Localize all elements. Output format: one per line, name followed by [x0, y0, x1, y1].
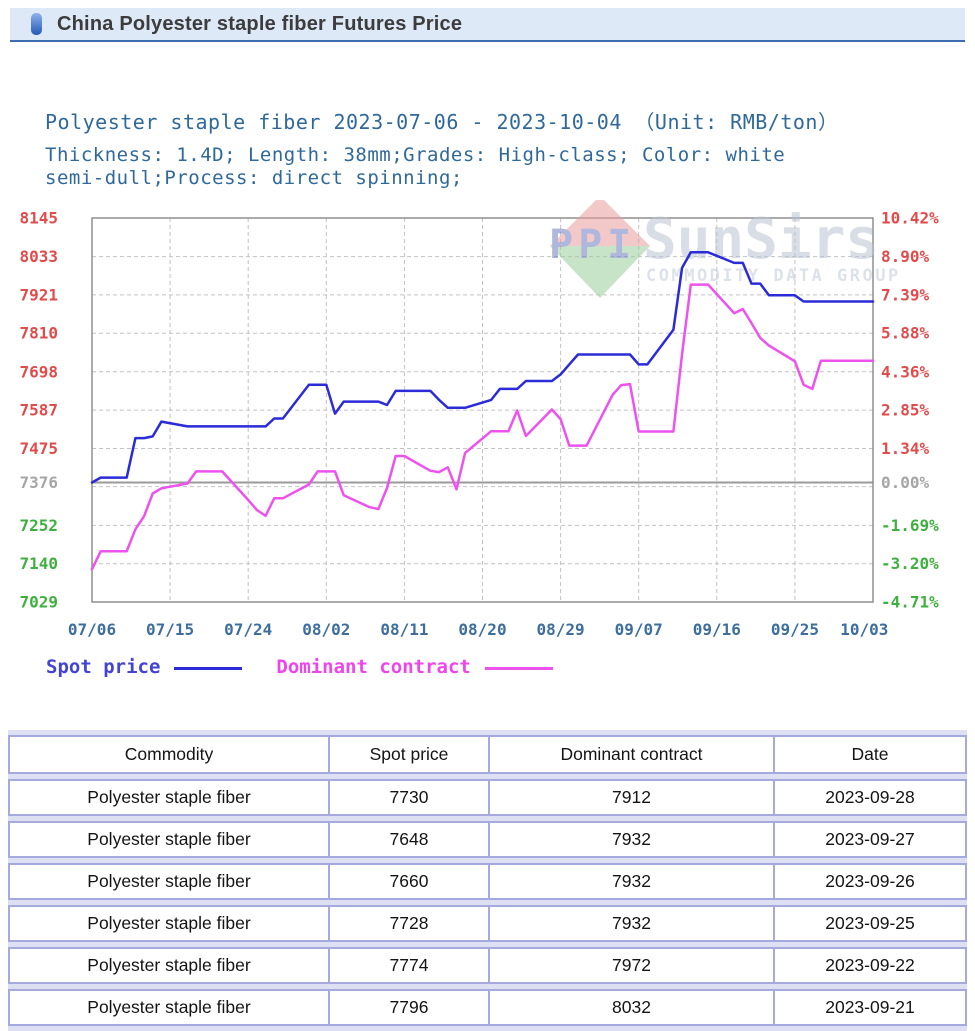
table-cell: Polyester staple fiber [8, 989, 330, 1026]
table-cell: Polyester staple fiber [8, 905, 330, 942]
svg-text:-1.69%: -1.69% [881, 516, 939, 535]
table-cell: Polyester staple fiber [8, 947, 330, 984]
table-cell: 7648 [330, 821, 490, 858]
page-title: China Polyester staple fiber Futures Pri… [57, 12, 463, 35]
table-cell: Polyester staple fiber [8, 779, 330, 816]
svg-text:10.42%: 10.42% [881, 209, 939, 228]
table-cell: 7972 [490, 947, 775, 984]
legend-line-dominant-contract [484, 666, 553, 670]
table-header-cell: Commodity [8, 735, 330, 774]
table-row: Polyester staple fiber 7648 7932 2023-09-27 [8, 821, 967, 858]
legend-line-spot-price [174, 666, 243, 670]
svg-text:08/02: 08/02 [302, 620, 350, 639]
table-cell: 7730 [330, 779, 490, 816]
table-row: Polyester staple fiber 7660 7932 2023-09-26 [8, 863, 967, 900]
table-cell: 8032 [490, 989, 775, 1026]
watermark-diamond-top [550, 200, 650, 246]
table-header-row: Commodity Spot price Dominant contract Date [8, 735, 967, 774]
svg-text:09/25: 09/25 [771, 620, 819, 639]
svg-text:8.90%: 8.90% [881, 247, 930, 266]
legend-label-dominant-contract: Dominant contract [276, 656, 471, 678]
table-header-cell: Spot price [330, 735, 490, 774]
table-cell: 2023-09-26 [775, 863, 967, 900]
table-cell: 2023-09-22 [775, 947, 967, 984]
table-cell: 7932 [490, 905, 775, 942]
legend-label-spot-price: Spot price [46, 656, 161, 678]
svg-text:0.00%: 0.00% [881, 473, 930, 492]
table-cell: 7912 [490, 779, 775, 816]
y-axis-right-labels: 10.42% 8.90% 7.39% 5.88% 4.36% 2.85% 1.34% 0.00… [881, 209, 939, 612]
table-row: Polyester staple fiber 7796 8032 2023-09-21 [8, 989, 967, 1026]
table-cell: Polyester staple fiber [8, 821, 330, 858]
svg-text:2.85%: 2.85% [881, 401, 930, 420]
svg-text:7.39%: 7.39% [881, 285, 930, 304]
chart-legend: Spot price Dominant contract [46, 656, 975, 678]
svg-text:7921: 7921 [19, 285, 58, 304]
watermark-tagline-text: COMMODITY DATA GROUP [646, 266, 901, 286]
table-header-cell: Date [775, 735, 967, 774]
svg-text:09/16: 09/16 [693, 620, 741, 639]
table-cell: 7774 [330, 947, 490, 984]
svg-text:-4.71%: -4.71% [881, 593, 939, 612]
table-cell: 2023-09-21 [775, 989, 967, 1026]
x-axis-labels: 07/06 07/15 07/24 08/02 08/11 08/20 08/29 09/07… [68, 620, 888, 639]
y-axis-left-labels: 8145 8033 7921 7810 7698 7587 7475 7376 7252 7140… [19, 209, 58, 612]
svg-text:07/06: 07/06 [68, 620, 116, 639]
svg-text:10/03: 10/03 [840, 620, 888, 639]
plot-border [91, 217, 874, 603]
svg-text:5.88%: 5.88% [881, 324, 930, 343]
table-cell: 2023-09-25 [775, 905, 967, 942]
table-header-cell: Dominant contract [490, 735, 775, 774]
table-row: Polyester staple fiber 7728 7932 2023-09-25 [8, 905, 967, 942]
chart-gridlines [92, 218, 873, 602]
watermark-diamond-bottom [550, 246, 650, 298]
chart-title: Polyester staple fiber 2023-07-06 - 2023… [45, 110, 839, 134]
chart-subtitle-line1: Thickness: 1.4D; Length: 38mm;Grades: Hi… [45, 144, 786, 166]
table-cell: 7932 [490, 821, 775, 858]
watermark-logo-text: PPI [549, 222, 636, 268]
watermark-brand-text: SunSirs [643, 207, 879, 272]
table-cell: 7660 [330, 863, 490, 900]
table-cell: 7728 [330, 905, 490, 942]
page-header: China Polyester staple fiber Futures Pri… [10, 8, 965, 42]
table-cell: 7796 [330, 989, 490, 1026]
svg-text:07/15: 07/15 [146, 620, 194, 639]
header-accent-icon [31, 13, 42, 35]
svg-text:7810: 7810 [19, 324, 58, 343]
svg-text:7475: 7475 [19, 439, 58, 458]
svg-text:09/07: 09/07 [615, 620, 663, 639]
svg-text:8145: 8145 [19, 209, 58, 228]
chart-subtitle: Thickness: 1.4D; Length: 38mm;Grades: Hi… [45, 144, 975, 190]
svg-text:1.34%: 1.34% [881, 439, 930, 458]
futures-price-table: Commodity Spot price Dominant contract Date… [8, 730, 967, 1031]
table-cell: 2023-09-28 [775, 779, 967, 816]
svg-text:8033: 8033 [19, 247, 58, 266]
svg-text:7698: 7698 [19, 362, 58, 381]
chart-subtitle-line2: semi-dull;Process: direct spinning; [45, 167, 463, 189]
table-cell: 2023-09-27 [775, 821, 967, 858]
svg-text:7140: 7140 [19, 554, 58, 573]
svg-text:08/29: 08/29 [537, 620, 585, 639]
series-line-dominant-contract [90, 283, 875, 571]
table-cell: 7932 [490, 863, 775, 900]
svg-text:-3.20%: -3.20% [881, 554, 939, 573]
series-line-spot-price [90, 251, 875, 484]
svg-text:07/24: 07/24 [224, 620, 272, 639]
table-row: Polyester staple fiber 7730 7912 2023-09-28 [8, 779, 967, 816]
svg-text:08/11: 08/11 [380, 620, 428, 639]
svg-text:7252: 7252 [19, 516, 58, 535]
table-cell: Polyester staple fiber [8, 863, 330, 900]
svg-text:7029: 7029 [19, 593, 58, 612]
svg-text:4.36%: 4.36% [881, 362, 930, 381]
table-row: Polyester staple fiber 7774 7972 2023-09-22 [8, 947, 967, 984]
svg-text:7587: 7587 [19, 401, 58, 420]
svg-text:08/20: 08/20 [458, 620, 506, 639]
svg-text:7376: 7376 [19, 473, 58, 492]
